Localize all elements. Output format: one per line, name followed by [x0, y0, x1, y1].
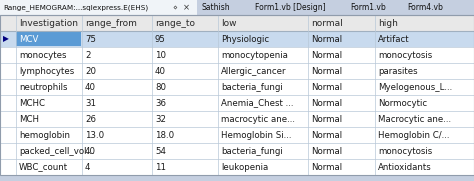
Bar: [0, 79, 474, 95]
Text: Physiologic: Physiologic: [221, 35, 269, 43]
Text: 11: 11: [155, 163, 166, 172]
Text: range_to: range_to: [155, 18, 195, 28]
Text: Normal: Normal: [311, 98, 342, 108]
Text: 40: 40: [85, 146, 96, 155]
Text: macrocytic ane...: macrocytic ane...: [221, 115, 295, 123]
Text: parasites: parasites: [378, 66, 418, 75]
Bar: [0, 47, 474, 63]
Text: MCHC: MCHC: [19, 98, 45, 108]
Text: Form1.vb [Design]: Form1.vb [Design]: [255, 3, 326, 12]
Text: WBC_count: WBC_count: [19, 163, 68, 172]
Text: 4: 4: [85, 163, 91, 172]
Text: hemoglobin: hemoglobin: [19, 131, 70, 140]
Text: leukopenia: leukopenia: [221, 163, 268, 172]
Text: Macrocytic ane...: Macrocytic ane...: [378, 115, 451, 123]
Text: Normal: Normal: [311, 115, 342, 123]
Text: Normal: Normal: [311, 146, 342, 155]
Text: monocytosis: monocytosis: [378, 146, 432, 155]
Text: Hemoglobin Si...: Hemoglobin Si...: [221, 131, 292, 140]
Text: 10: 10: [155, 50, 166, 60]
Text: Normal: Normal: [311, 83, 342, 92]
Text: 13.0: 13.0: [85, 131, 104, 140]
Text: ⋄: ⋄: [173, 3, 178, 12]
Text: monocytes: monocytes: [19, 50, 66, 60]
Bar: [0, 127, 474, 143]
Text: Range_HEMOGRAM:...sqlexpress.E(EHS): Range_HEMOGRAM:...sqlexpress.E(EHS): [3, 4, 148, 11]
Text: 32: 32: [155, 115, 166, 123]
Text: 54: 54: [155, 146, 166, 155]
Text: range_from: range_from: [85, 18, 137, 28]
Text: 80: 80: [155, 83, 166, 92]
Text: ×: ×: [183, 3, 190, 12]
Text: Allergic_cancer: Allergic_cancer: [221, 66, 286, 75]
Text: Sathish: Sathish: [202, 3, 231, 12]
Bar: [0, 111, 474, 127]
Text: 40: 40: [155, 66, 166, 75]
Text: MCH: MCH: [19, 115, 39, 123]
Text: Hemoglobin C/...: Hemoglobin C/...: [378, 131, 449, 140]
Text: 18.0: 18.0: [155, 131, 174, 140]
Text: bacteria_fungi: bacteria_fungi: [221, 146, 283, 155]
Bar: [0, 143, 474, 159]
Text: Normal: Normal: [311, 131, 342, 140]
Text: ▶: ▶: [3, 35, 9, 43]
Bar: [0, 0, 474, 15]
Text: bacteria_fungi: bacteria_fungi: [221, 83, 283, 92]
Text: 20: 20: [85, 66, 96, 75]
Text: 36: 36: [155, 98, 166, 108]
Text: 75: 75: [85, 35, 96, 43]
Text: Anemia_Chest ...: Anemia_Chest ...: [221, 98, 293, 108]
Text: 26: 26: [85, 115, 96, 123]
Text: Normal: Normal: [311, 66, 342, 75]
Bar: [0, 31, 474, 47]
Text: Normal: Normal: [311, 35, 342, 43]
Text: Form4.vb: Form4.vb: [407, 3, 443, 12]
Bar: [0, 159, 474, 175]
Text: Normal: Normal: [311, 163, 342, 172]
Text: Investigation: Investigation: [19, 18, 78, 28]
Bar: [0, 14, 197, 15]
Text: low: low: [221, 18, 237, 28]
Bar: [16, 32, 81, 46]
Text: normal: normal: [311, 18, 343, 28]
Text: Normocytic: Normocytic: [378, 98, 427, 108]
Text: monocytopenia: monocytopenia: [221, 50, 288, 60]
Text: monocytosis: monocytosis: [378, 50, 432, 60]
Bar: [0, 95, 474, 111]
Text: 40: 40: [85, 83, 96, 92]
Bar: [0, 15, 474, 31]
Text: Form1.vb: Form1.vb: [350, 3, 386, 12]
Text: lymphocytes: lymphocytes: [19, 66, 74, 75]
Text: MCV: MCV: [19, 35, 38, 43]
Text: Antioxidants: Antioxidants: [378, 163, 432, 172]
Text: Myelogenous_L...: Myelogenous_L...: [378, 83, 452, 92]
Text: 95: 95: [155, 35, 166, 43]
Bar: [0, 15, 474, 175]
Text: Artifact: Artifact: [378, 35, 410, 43]
Bar: [0, 63, 474, 79]
Text: high: high: [378, 18, 398, 28]
Text: Normal: Normal: [311, 50, 342, 60]
Text: packed_cell_vol...: packed_cell_vol...: [19, 146, 94, 155]
Text: 31: 31: [85, 98, 96, 108]
Text: neutrophils: neutrophils: [19, 83, 67, 92]
Bar: [0, 0, 197, 15]
Text: 2: 2: [85, 50, 91, 60]
